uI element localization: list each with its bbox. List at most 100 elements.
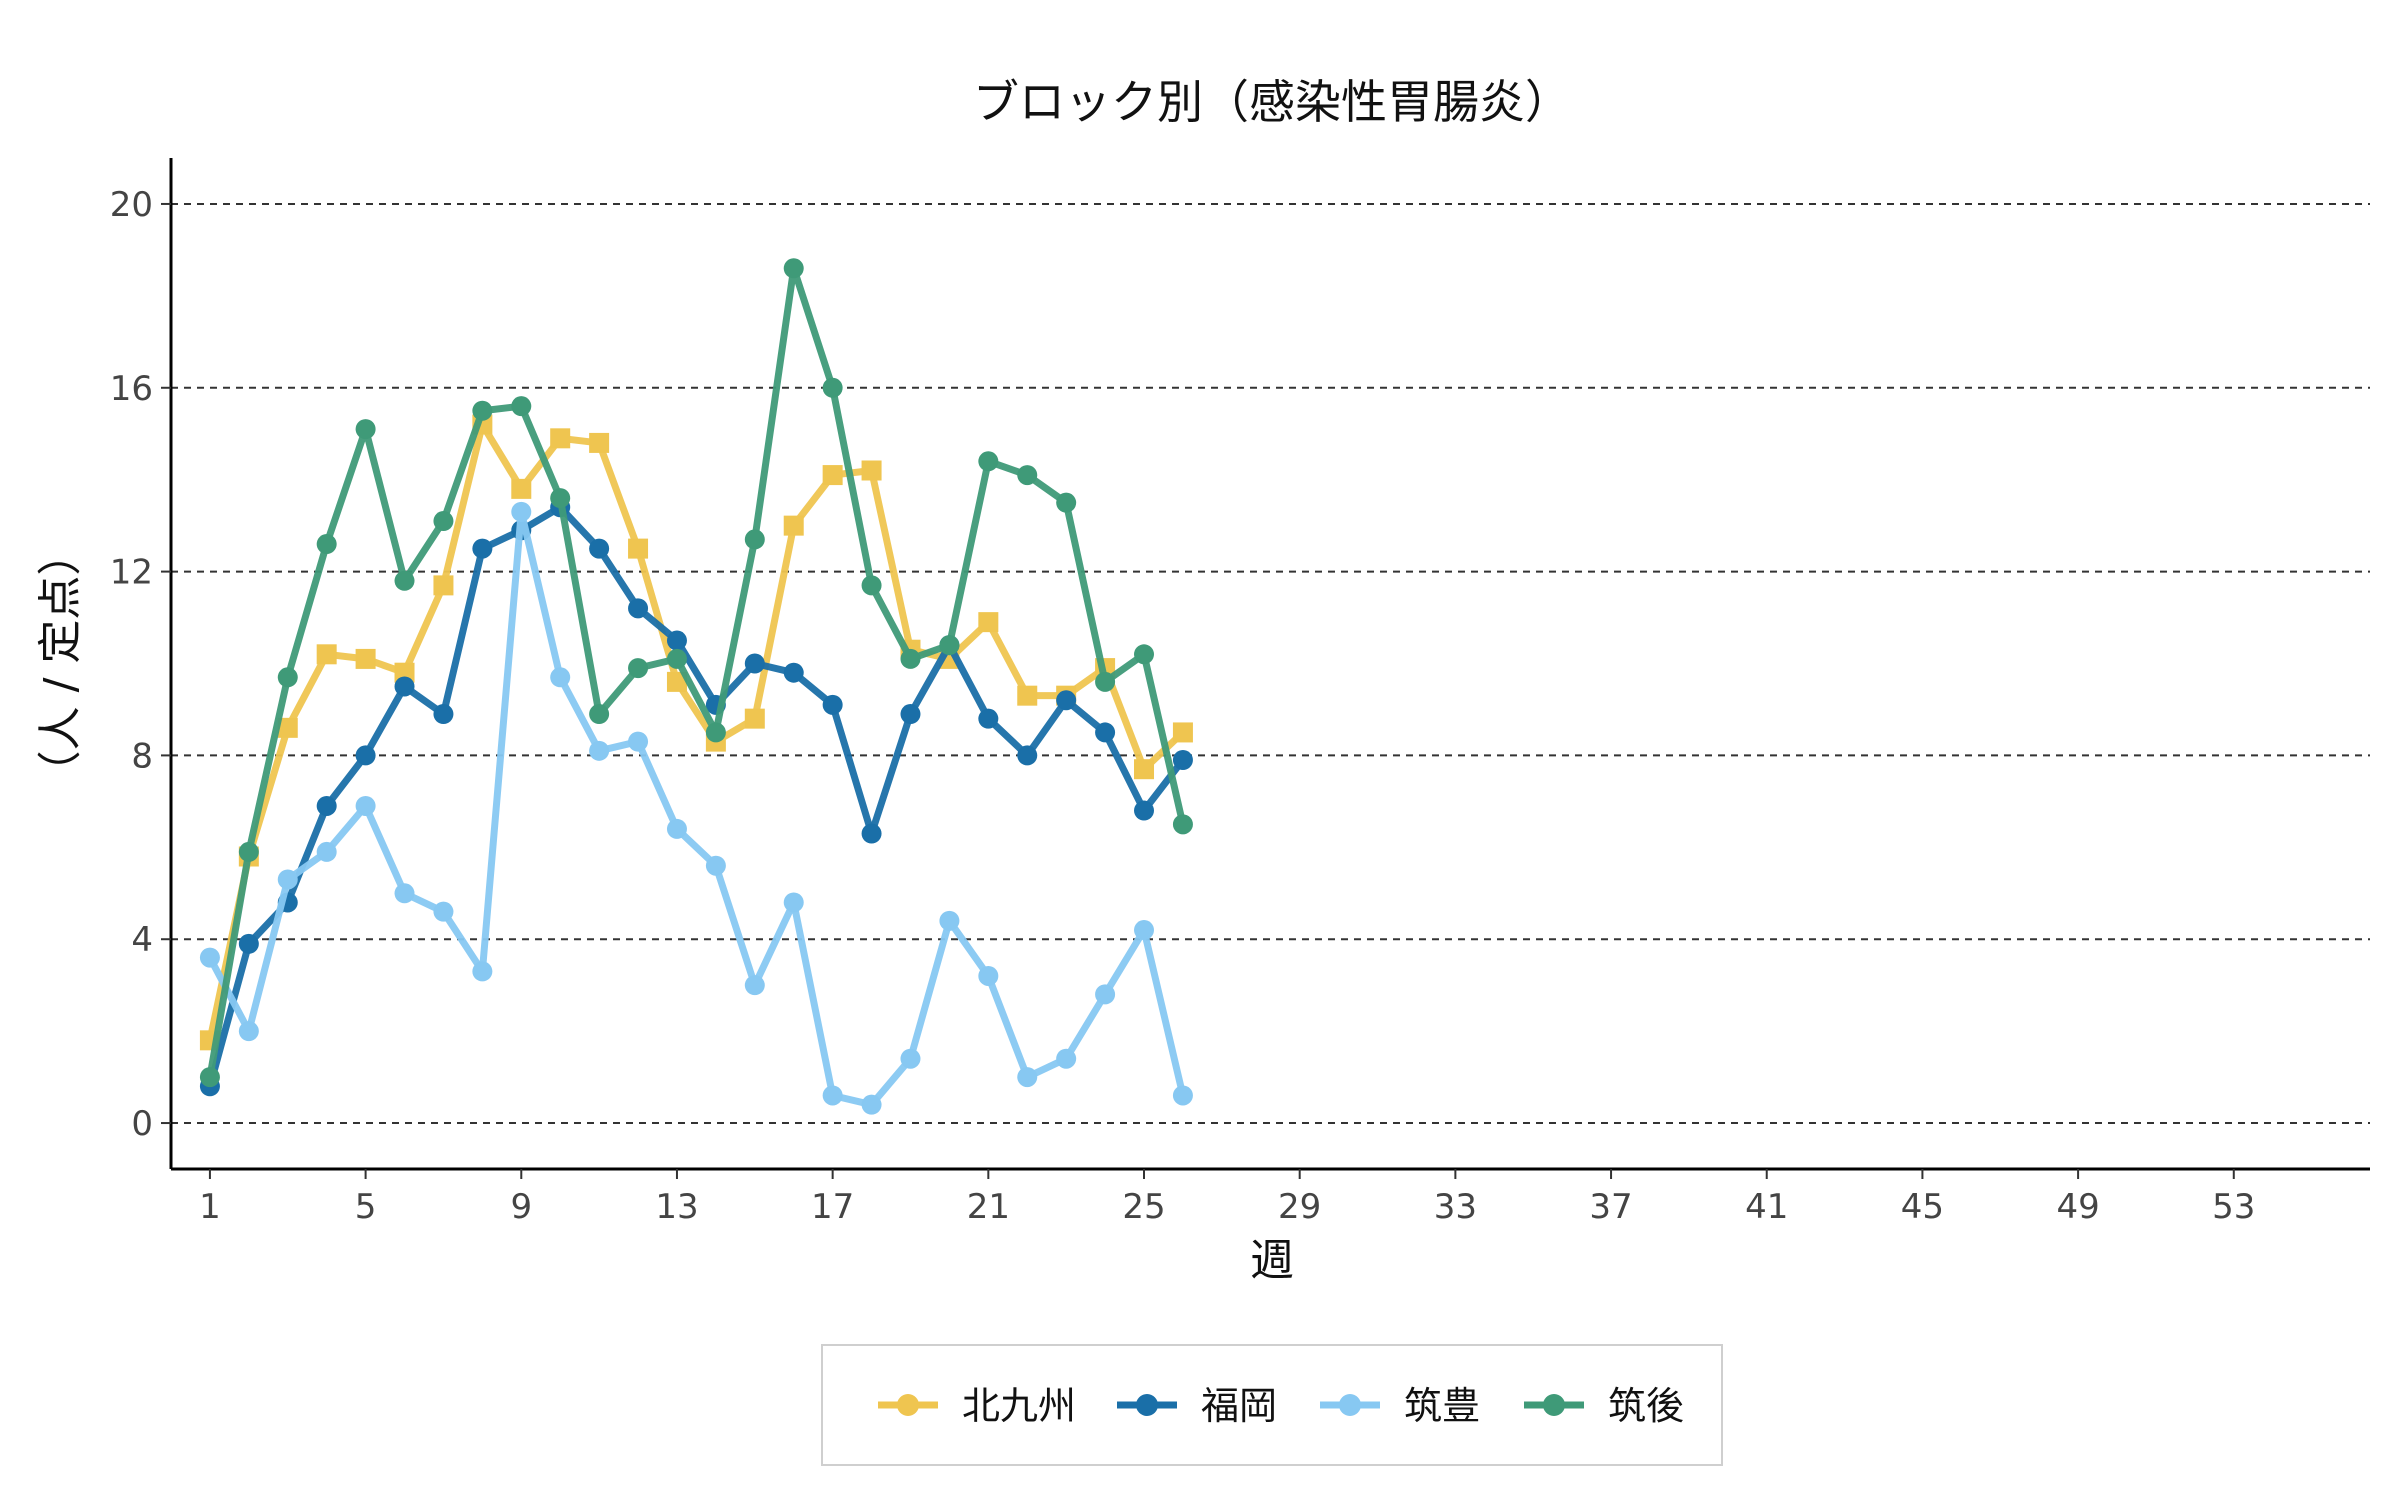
- data-point: [1017, 745, 1038, 766]
- legend-item-4: 筑後: [1524, 1384, 1684, 1428]
- data-point: [744, 975, 765, 996]
- x-tick-label: 25: [1122, 1187, 1165, 1227]
- data-point: [978, 708, 999, 729]
- data-point: [199, 1067, 220, 1088]
- y-axis-label: （人 / 定点）: [35, 532, 86, 795]
- legend-swatch-marker: [1339, 1394, 1361, 1416]
- x-tick-label: 45: [1901, 1187, 1944, 1227]
- data-point: [628, 731, 649, 752]
- series-line: [206, 421, 1186, 1042]
- y-tick-label: 4: [131, 920, 153, 960]
- data-point: [394, 662, 415, 683]
- data-point: [978, 612, 999, 633]
- data-point: [511, 478, 532, 499]
- data-point: [666, 818, 687, 839]
- data-point: [861, 1094, 882, 1115]
- data-point: [705, 855, 726, 876]
- data-point: [355, 419, 376, 440]
- data-point: [316, 795, 337, 816]
- data-point: [1134, 800, 1155, 821]
- data-point: [1095, 984, 1116, 1005]
- data-point: [900, 1048, 921, 1069]
- data-point: [238, 1021, 259, 1042]
- y-tick-label: 20: [110, 185, 153, 225]
- legend-label: 北九州: [962, 1384, 1076, 1428]
- data-point: [355, 648, 376, 669]
- data-point: [238, 841, 259, 862]
- y-ticks: 0 4 8 12 16 20: [110, 185, 171, 1144]
- data-point: [511, 501, 532, 522]
- data-point: [394, 570, 415, 591]
- data-point: [666, 648, 687, 669]
- data-point: [783, 515, 804, 536]
- legend-label: 福岡: [1201, 1384, 1277, 1428]
- data-point: [433, 511, 454, 532]
- data-point: [900, 648, 921, 669]
- data-point: [1056, 1048, 1077, 1069]
- data-point: [472, 961, 493, 982]
- x-tick-label: 53: [2212, 1187, 2255, 1227]
- data-point: [628, 538, 649, 559]
- data-point: [939, 635, 960, 656]
- data-point: [939, 910, 960, 931]
- x-tick-label: 9: [510, 1187, 532, 1227]
- data-point: [355, 795, 376, 816]
- data-point: [433, 901, 454, 922]
- data-point: [238, 933, 259, 954]
- legend-label: 筑後: [1608, 1384, 1684, 1428]
- legend: 北九州 福岡 筑豊 筑後: [821, 1344, 1723, 1466]
- data-point: [1134, 644, 1155, 665]
- data-point: [861, 460, 882, 481]
- data-point: [978, 451, 999, 472]
- data-point: [783, 258, 804, 279]
- data-point: [822, 1085, 843, 1106]
- data-point: [589, 538, 610, 559]
- x-tick-label: 33: [1434, 1187, 1477, 1227]
- x-ticks: 1 5 9 13 17 21 25 29 33 37 41 45 49 53: [199, 1169, 2255, 1227]
- data-point: [978, 965, 999, 986]
- data-point: [355, 745, 376, 766]
- data-point: [1134, 759, 1155, 780]
- series-2: [199, 497, 1193, 1097]
- series-group: [199, 258, 1193, 1115]
- grid: [171, 202, 2370, 1125]
- data-point: [628, 658, 649, 679]
- data-point: [550, 667, 571, 688]
- y-tick-label: 16: [110, 369, 153, 409]
- data-point: [1056, 690, 1077, 711]
- data-point: [861, 823, 882, 844]
- data-point: [1056, 492, 1077, 513]
- legend-label: 筑豊: [1404, 1384, 1480, 1428]
- x-tick-label: 13: [655, 1187, 698, 1227]
- data-point: [1134, 920, 1155, 941]
- data-point: [433, 575, 454, 596]
- data-point: [822, 377, 843, 398]
- data-point: [394, 883, 415, 904]
- data-point: [511, 396, 532, 417]
- series-line: [206, 503, 1186, 1088]
- data-point: [316, 534, 337, 555]
- data-point: [1172, 1085, 1193, 1106]
- data-point: [199, 947, 220, 968]
- x-tick-label: 21: [967, 1187, 1010, 1227]
- data-point: [277, 717, 298, 738]
- x-axis-label: 週: [1250, 1235, 1294, 1286]
- data-point: [666, 630, 687, 651]
- data-point: [589, 740, 610, 761]
- data-point: [316, 841, 337, 862]
- data-point: [744, 529, 765, 550]
- data-point: [1095, 722, 1116, 743]
- legend-swatch-marker: [897, 1394, 919, 1416]
- data-point: [316, 644, 337, 665]
- data-point: [589, 432, 610, 453]
- legend-item-1: 北九州: [878, 1384, 1076, 1428]
- data-point: [1172, 722, 1193, 743]
- data-point: [861, 575, 882, 596]
- legend-item-3: 筑豊: [1320, 1384, 1480, 1428]
- x-tick-label: 37: [1589, 1187, 1632, 1227]
- data-point: [433, 704, 454, 725]
- data-point: [783, 892, 804, 913]
- data-point: [900, 704, 921, 725]
- data-point: [705, 722, 726, 743]
